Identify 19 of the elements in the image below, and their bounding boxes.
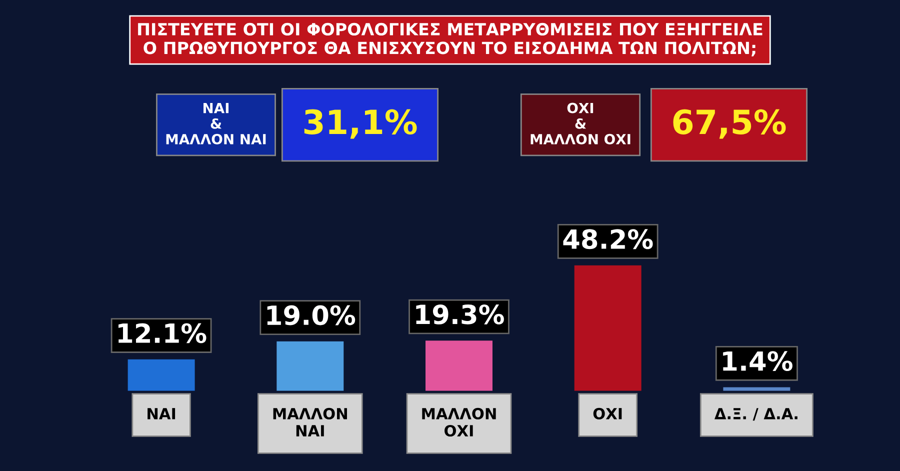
text: ΟΧΙ & ΜΑΛΛΟΝ ΟΧΙ: [530, 102, 630, 144]
data-label: 1.4%: [723, 351, 792, 372]
bar: [574, 265, 642, 391]
x-tick-label: ΜΑΛΛΟΝ ΟΧΙ: [422, 408, 496, 437]
text: 31,1%: [304, 109, 417, 139]
chart-title: ΠΙΣΤΕΥΕΤΕ ΟΤΙ ΟΙ ΦΟΡΟΛΟΓΙΚΕΣ ΜΕΤΑΡΡΥΘΜΙΣΕΙΣ ΠΟΥ ΕΞΗΓΓΕΙΛΕ Ο ΠΡΩΘΥΠΟΥΡΓΟΣ ΘΑ ΕΝΙΣΧΥΣΟΥΝ ΤΟ ΕΙΣΟΔΗΜΑ ΤΩΝ ΠΟΛΙΤΩΝ;: [138, 22, 762, 56]
x-tick-label: ΜΑΛΛΟΝ ΝΑΙ: [273, 408, 347, 436]
bar: [276, 341, 344, 391]
text: ΝΑΙ & ΜΑΛΛΟΝ ΝΑΙ: [166, 102, 266, 144]
data-label: 19.3%: [416, 304, 504, 324]
data-label: 48.2%: [563, 229, 653, 250]
bar: [426, 340, 492, 391]
data-label: 12.1%: [118, 323, 206, 344]
text: 67,5%: [673, 109, 786, 139]
x-tick-label: ΟΧΙ: [593, 408, 622, 420]
data-label: 19.0%: [267, 305, 356, 326]
x-tick-label: Δ.Ξ. / Δ.Α.: [714, 408, 798, 421]
bar: [128, 359, 195, 391]
x-tick-label: ΝΑΙ: [148, 408, 176, 420]
